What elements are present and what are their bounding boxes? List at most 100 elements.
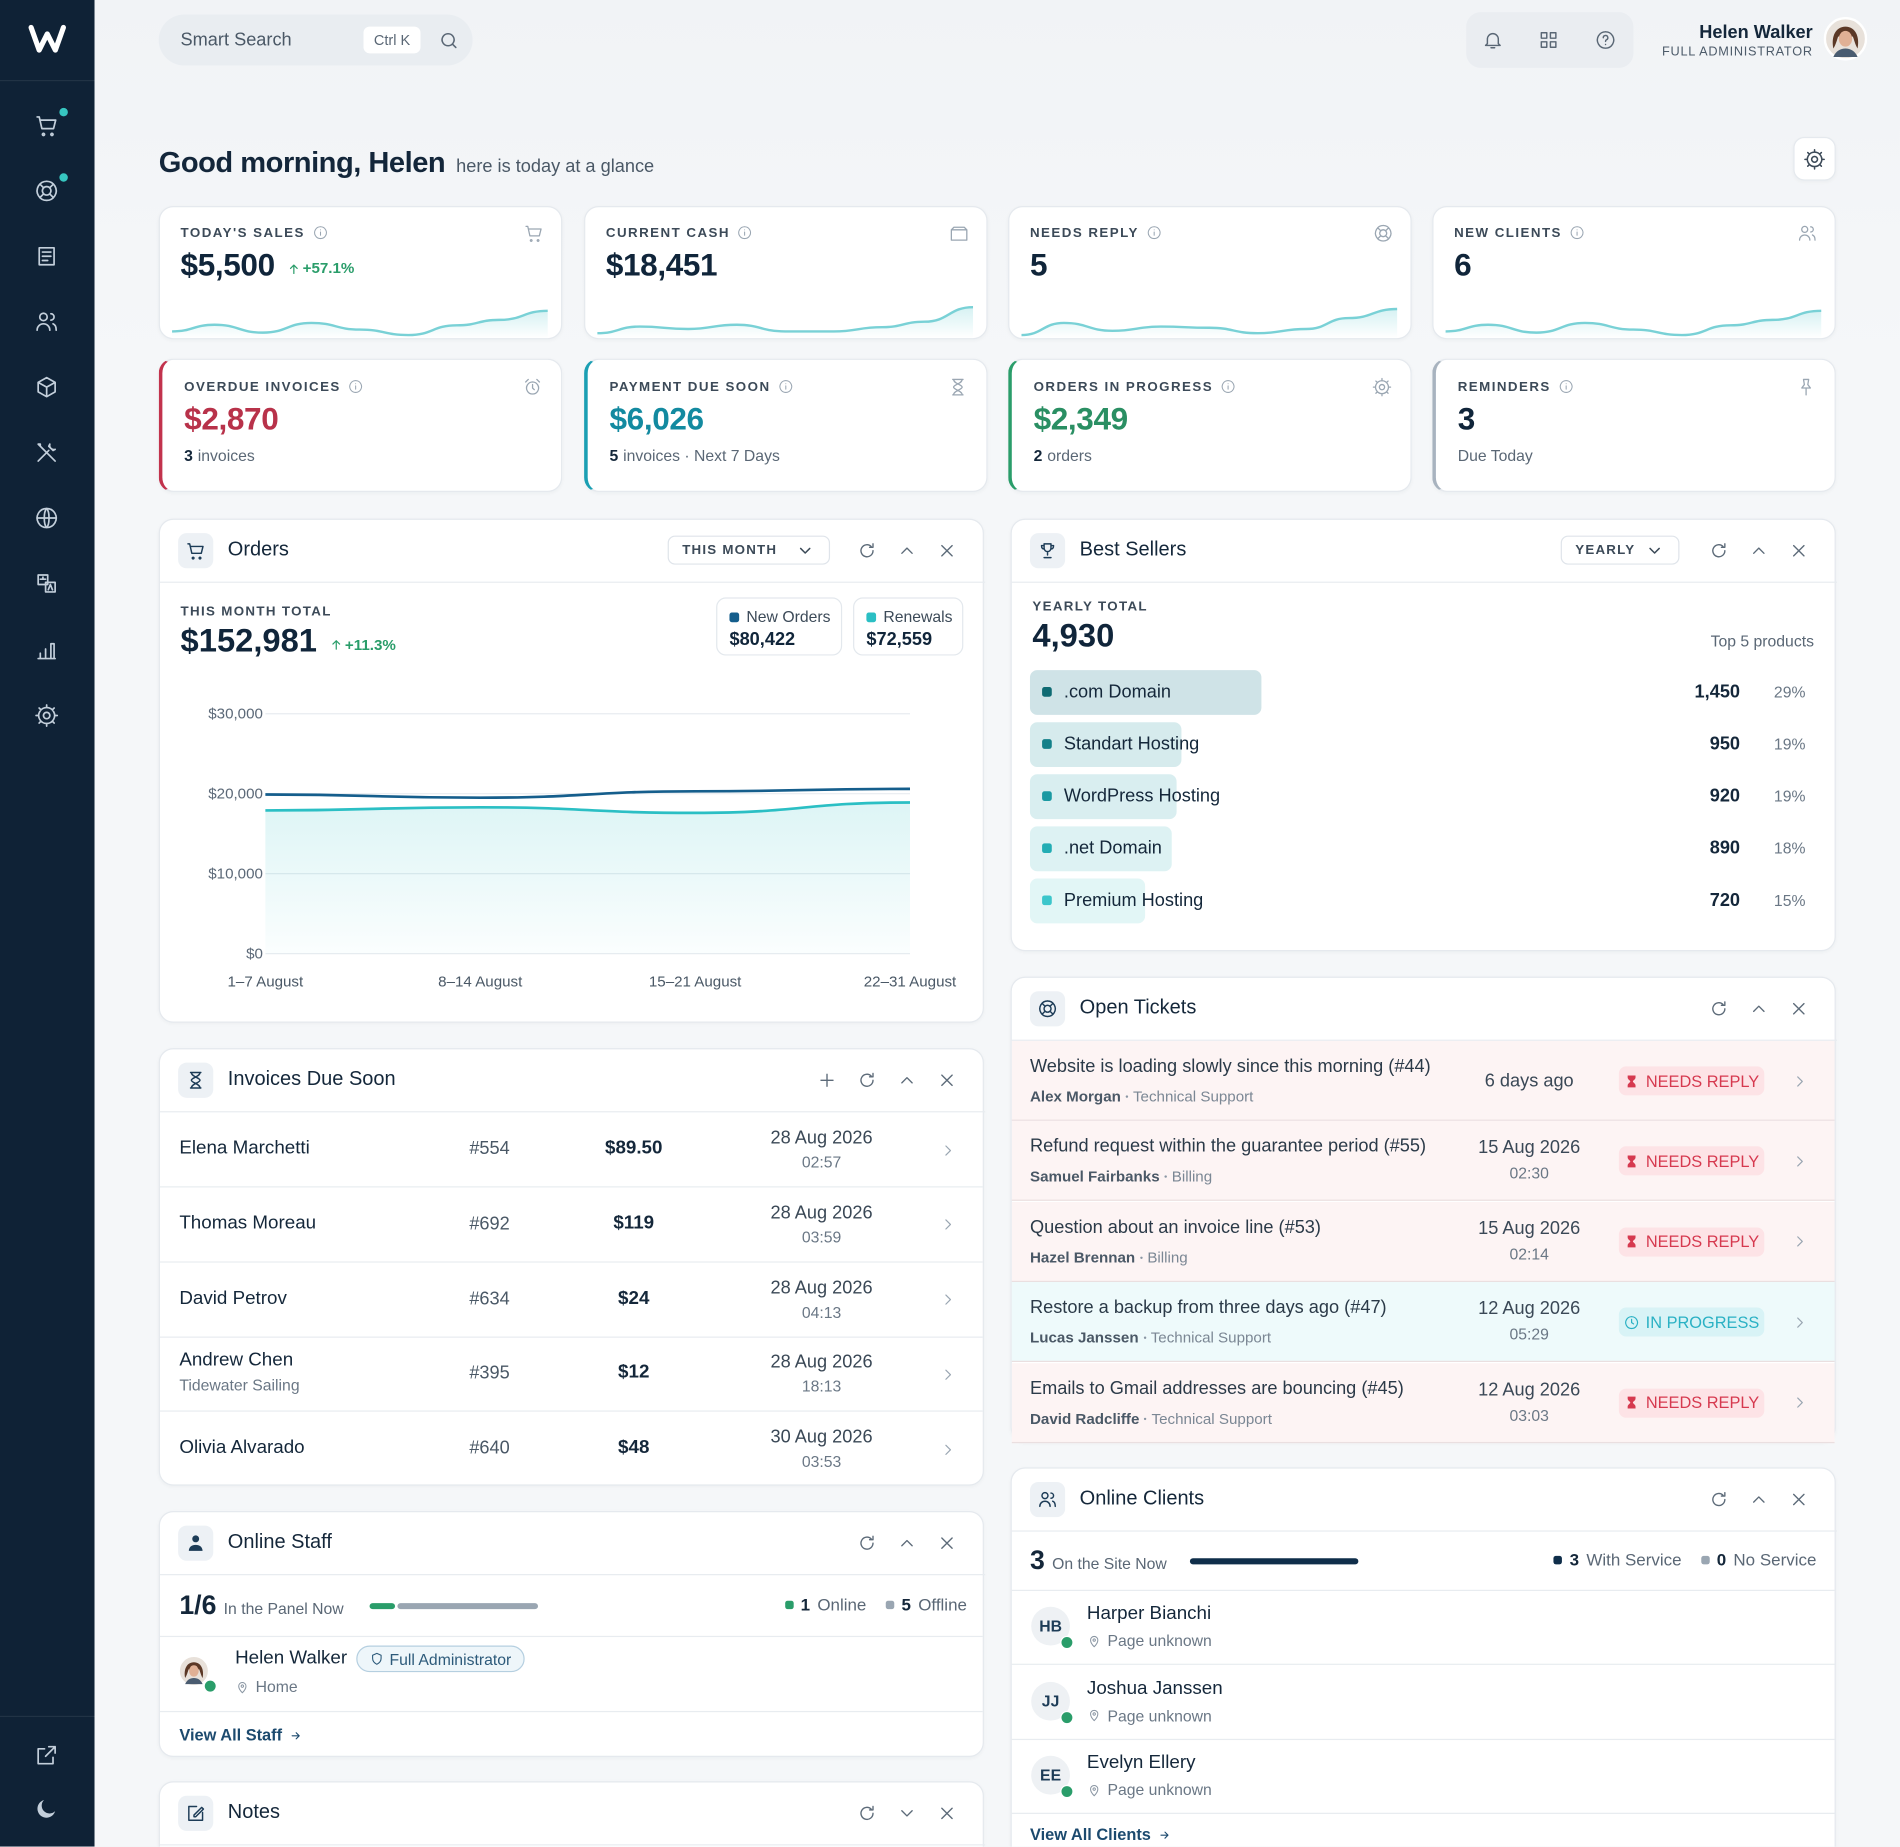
close-icon[interactable]	[1788, 998, 1809, 1019]
status-count: 3	[184, 446, 193, 465]
lifebuoy-icon[interactable]	[33, 178, 58, 203]
ticket-row[interactable]: Emails to Gmail addresses are bouncing (…	[1011, 1362, 1835, 1443]
box-icon[interactable]	[33, 374, 58, 399]
up-icon[interactable]	[1748, 998, 1769, 1019]
down-icon[interactable]	[896, 1802, 917, 1823]
arrowright-glyph	[291, 1731, 300, 1739]
loc-glyph	[1090, 1709, 1099, 1722]
invoice-row[interactable]: Olivia Alvarado #640 $48 30 Aug 2026 03:53	[160, 1412, 983, 1487]
loc-glyph	[1090, 1784, 1099, 1796]
avatar[interactable]	[1823, 16, 1868, 61]
gear-icon[interactable]	[33, 702, 58, 727]
refresh-icon[interactable]	[1708, 998, 1729, 1019]
shield-glyph	[372, 1652, 383, 1665]
chart-icon[interactable]	[33, 637, 58, 662]
close-icon[interactable]	[936, 1802, 957, 1823]
search-box[interactable]: Smart Search Ctrl K	[158, 14, 473, 66]
item-name: Premium Hosting	[1063, 890, 1204, 911]
globe-icon[interactable]	[33, 505, 58, 530]
ticket-row[interactable]: Refund request within the guarantee peri…	[1011, 1121, 1835, 1202]
pin-glyph	[1800, 378, 1811, 395]
loc-icon	[1090, 1709, 1099, 1722]
item-share: 15%	[1773, 891, 1806, 910]
panel-divider	[1011, 581, 1837, 583]
grid-icon[interactable]	[1538, 29, 1560, 51]
up-icon[interactable]	[896, 1532, 917, 1553]
up-icon[interactable]	[896, 1069, 917, 1090]
refresh-icon[interactable]	[1708, 540, 1729, 561]
legend-swatch	[1553, 1555, 1563, 1564]
series-area	[265, 802, 911, 954]
refresh-icon[interactable]	[1708, 1489, 1729, 1510]
close-icon[interactable]	[1788, 540, 1809, 561]
close-icon[interactable]	[936, 1069, 957, 1090]
up-icon[interactable]	[896, 540, 917, 561]
info-glyph	[1221, 380, 1235, 393]
ticket-row[interactable]: Question about an invoice line (#53) Haze…	[1011, 1201, 1835, 1282]
users-icon[interactable]	[33, 308, 58, 333]
tools-icon[interactable]	[33, 439, 58, 464]
moon-icon[interactable]	[33, 1795, 58, 1820]
help-icon[interactable]	[1595, 29, 1617, 51]
location-text: Home	[255, 1677, 298, 1696]
legend-swatch	[1700, 1555, 1710, 1564]
notification-dot	[59, 173, 68, 182]
hourfill-icon	[1627, 1235, 1636, 1248]
divider	[159, 1635, 983, 1638]
invoice-row[interactable]: Thomas Moreau #692 $119 28 Aug 2026 03:59	[159, 1187, 983, 1263]
logo-icon	[28, 24, 66, 53]
location-text: Page unknown	[1107, 1780, 1212, 1799]
kpi-label: NEW CLIENTS	[1454, 225, 1562, 240]
invoice-client: Elena Marchetti	[179, 1137, 310, 1159]
refresh-icon[interactable]	[856, 1802, 877, 1823]
translate-icon[interactable]	[33, 570, 58, 595]
cart-glyph	[187, 543, 204, 560]
member-location: Home	[235, 1678, 298, 1696]
x-tick-label: 8–14 August	[438, 973, 523, 990]
invoice-row[interactable]: David Petrov #634 $24 28 Aug 2026 04:13	[159, 1262, 983, 1338]
settings-button[interactable]	[1793, 136, 1836, 181]
view-all-clients[interactable]: View All Clients	[1030, 1825, 1170, 1844]
up-icon[interactable]	[1748, 540, 1769, 561]
close-glyph	[1792, 1493, 1805, 1505]
close-icon[interactable]	[936, 1532, 957, 1553]
invoice-amount: $24	[618, 1287, 650, 1309]
refresh-icon[interactable]	[856, 1532, 877, 1553]
offline-label: Offline	[918, 1594, 967, 1615]
user-glyph	[188, 1535, 203, 1551]
no-service-label: No Service	[1733, 1549, 1817, 1570]
panel-title: Online Clients	[1079, 1487, 1205, 1510]
status-card: REMINDERS 3 Due Today	[1432, 358, 1836, 492]
search-icon[interactable]	[438, 30, 459, 51]
external-icon[interactable]	[33, 1742, 58, 1767]
period-dropdown[interactable]: THIS MONTH	[667, 535, 831, 565]
period-dropdown[interactable]: YEARLY	[1560, 535, 1680, 565]
chev-glyph	[1796, 1236, 1803, 1247]
up-icon[interactable]	[1748, 1489, 1769, 1510]
invoice-row[interactable]: Elena Marchetti #554 $89.50 28 Aug 2026 02:5…	[159, 1112, 983, 1188]
plus-icon[interactable]	[816, 1069, 837, 1090]
info-glyph	[313, 226, 327, 240]
avatar-body	[1833, 48, 1858, 57]
refresh-glyph	[1711, 1000, 1725, 1015]
view-all-staff[interactable]: View All Staff	[179, 1726, 301, 1744]
status-label: OVERDUE INVOICES	[184, 379, 341, 394]
refresh-icon[interactable]	[856, 1069, 877, 1090]
wallet-icon	[950, 226, 967, 241]
invoice-row[interactable]: Andrew Chen Tidewater Sailing #395 $12 28 Au…	[159, 1337, 983, 1413]
bell-icon[interactable]	[1482, 29, 1504, 51]
cart-icon[interactable]	[33, 112, 58, 137]
close-icon[interactable]	[1788, 1489, 1809, 1510]
kpi-value: $18,451	[605, 246, 718, 283]
refresh-icon[interactable]	[856, 540, 877, 561]
ticket-row[interactable]: Website is loading slowly since this mor…	[1011, 1040, 1835, 1121]
close-icon[interactable]	[936, 540, 957, 561]
panel-title: Best Sellers	[1079, 538, 1187, 561]
status-note-row: Due Today	[1458, 447, 1533, 465]
users-glyph	[35, 311, 57, 331]
edit-icon	[188, 1805, 205, 1821]
ticket-row[interactable]: Restore a backup from three days ago (#4…	[1011, 1282, 1835, 1363]
clients-count: 3	[1029, 1544, 1045, 1576]
info-icon	[349, 380, 363, 393]
list-icon[interactable]	[33, 243, 58, 268]
